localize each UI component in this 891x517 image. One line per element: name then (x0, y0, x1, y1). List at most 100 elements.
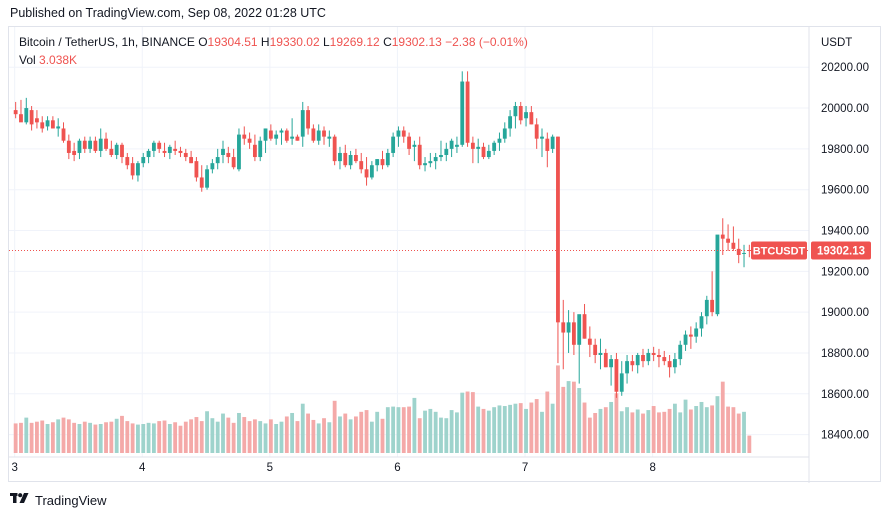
candle-body (529, 112, 534, 125)
volume-bar (742, 411, 746, 453)
candle-body (470, 142, 475, 149)
candle-body (704, 299, 709, 317)
candle-body (284, 130, 289, 141)
volume-bar (646, 410, 651, 453)
volume-bar (566, 381, 571, 453)
volume-bar (114, 418, 119, 453)
candle-body (556, 136, 560, 323)
volume-bar (354, 416, 358, 453)
volume-bar (396, 407, 401, 453)
volume-bar (444, 418, 449, 453)
volume-bar (338, 416, 342, 453)
candle-body (252, 144, 257, 158)
volume-bar (242, 417, 247, 453)
candle-body (290, 136, 295, 139)
volume-bar (726, 406, 730, 453)
volume-bar (497, 405, 502, 453)
candle-body (19, 114, 23, 123)
candle-body (306, 110, 310, 129)
candle-body (609, 359, 614, 368)
price-tag-label: 19302.13 (817, 245, 865, 257)
candle-body (651, 352, 656, 355)
volume-bar (136, 424, 140, 453)
volume-bar (407, 406, 411, 453)
volume-bar (630, 412, 635, 453)
candle-body (247, 138, 252, 143)
candle-body (513, 106, 518, 117)
volume-bar (343, 413, 348, 453)
volume-bar (481, 408, 486, 453)
legend-high-label: H (261, 35, 270, 49)
candle-body (338, 152, 342, 162)
candle-body (731, 242, 736, 249)
candle-body (189, 157, 194, 164)
candle-body (577, 314, 582, 345)
candle-body (412, 144, 417, 147)
volume-bar (82, 421, 87, 453)
candle-body (678, 344, 683, 360)
candle-body (593, 344, 598, 355)
candle-body (82, 140, 87, 149)
candle-body (423, 163, 427, 166)
candle-body (598, 352, 603, 355)
volume-bar (492, 407, 497, 453)
price-tick-label: 19800.00 (821, 144, 869, 156)
volume-bar (247, 421, 252, 453)
volume-bar (704, 407, 709, 453)
candles (13, 71, 752, 398)
volume-bar (571, 381, 576, 453)
volume-bar (13, 423, 18, 453)
volume-bar (603, 407, 608, 453)
candle-body (274, 134, 279, 139)
candle-body (173, 148, 178, 151)
candle-body (35, 118, 39, 123)
candle-body (635, 355, 640, 366)
candle-body (24, 108, 29, 123)
volume-bar (66, 419, 71, 453)
time-axis: 3 4 5 6 7 8 (9, 456, 809, 474)
symbol-tag-label: BTCUSDT (753, 245, 806, 257)
volume-bar (167, 424, 172, 453)
volume-bar (662, 411, 667, 453)
candle-body (566, 322, 571, 333)
candle-body (657, 355, 661, 358)
candlestick-chart[interactable]: BTCUSDT 19302.13 20200.00 20000.00 19800.00… (9, 27, 882, 483)
tradingview-logo-icon (10, 491, 30, 510)
volume-bar (736, 413, 741, 453)
candle-body (364, 169, 369, 178)
volume-bar (205, 411, 209, 453)
volume-bar (556, 365, 560, 453)
volume-bar (93, 424, 98, 453)
tradingview-footer[interactable]: TradingView (10, 491, 107, 510)
candle-body (571, 322, 576, 345)
legend-open-value: 19304.51 (208, 35, 261, 49)
candle-body (237, 134, 241, 170)
candle-body (136, 163, 140, 176)
candle-body (630, 361, 635, 366)
candle-body (444, 148, 449, 155)
volume-bar (237, 412, 241, 453)
price-tick-label: 19000.00 (821, 307, 869, 319)
volume-bar (252, 419, 257, 453)
volume-bar (449, 410, 454, 453)
volume-bar (598, 408, 603, 453)
chart-frame[interactable]: BTCUSDT 19302.13 20200.00 20000.00 19800.00… (8, 26, 882, 483)
candle-body (625, 361, 629, 374)
candle-body (710, 299, 715, 313)
candle-body (375, 159, 380, 166)
volume-bar (210, 418, 215, 453)
candle-body (354, 155, 358, 162)
legend-low-value: 19269.12 (330, 35, 383, 49)
volume-bar (699, 401, 704, 453)
volume-bar (306, 413, 310, 453)
tradingview-brand: TradingView (35, 493, 107, 508)
candle-body (109, 148, 114, 155)
volume-legend: Vol 3.038K (19, 53, 77, 67)
candle-body (417, 144, 422, 166)
volume-bar (465, 391, 470, 453)
candle-body (258, 140, 263, 158)
volume-bar (380, 418, 385, 453)
candle-body (268, 130, 273, 139)
volume-bar (98, 424, 103, 453)
volume-bar (125, 421, 130, 453)
